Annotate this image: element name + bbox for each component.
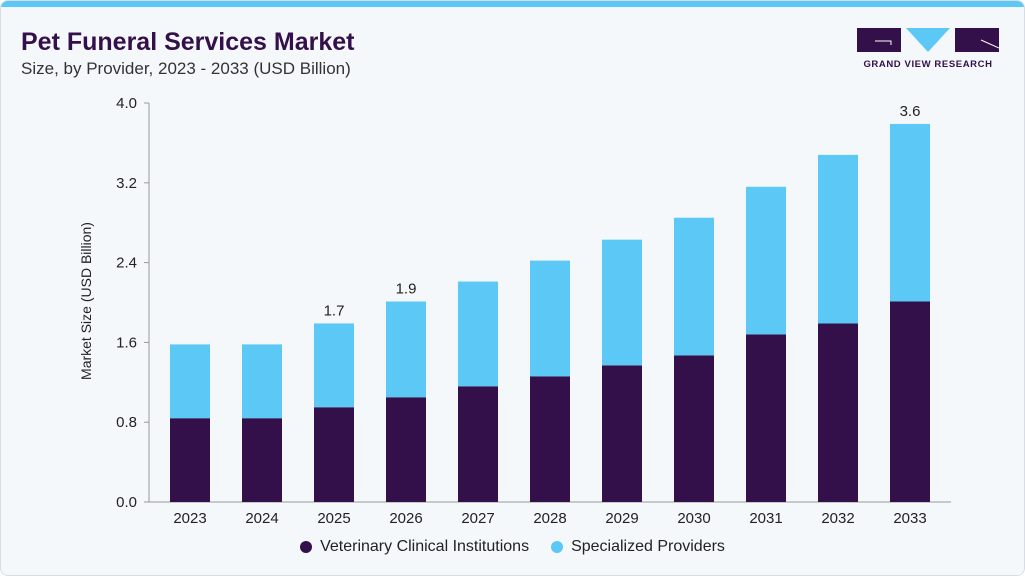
- grand-view-research-logo: GRAND VIEW RESEARCH: [857, 28, 1000, 73]
- bar-segment-2027-1: [458, 281, 498, 387]
- bar-segment-2025-1: [314, 323, 354, 408]
- y-tick-label: 4.0: [116, 95, 137, 112]
- data-label-2033: 3.6: [900, 103, 921, 120]
- x-tick-label: 2026: [389, 510, 422, 527]
- bar-segment-2032-0: [818, 323, 858, 502]
- bar-segment-2031-0: [746, 334, 786, 502]
- accent-bar: [1, 1, 1024, 7]
- chart-subtitle: Size, by Provider, 2023 - 2033 (USD Bill…: [21, 59, 351, 78]
- legend-item-specialized: Specialized Providers: [551, 538, 725, 556]
- y-tick-label: 1.6: [116, 334, 137, 351]
- y-axis-label: Market Size (USD Billion): [78, 222, 94, 380]
- y-tick-label: 0.8: [116, 414, 137, 431]
- legend-label: Specialized Providers: [571, 538, 725, 555]
- x-tick-label: 2024: [245, 510, 278, 527]
- legend-item-veterinary: Veterinary Clinical Institutions: [300, 538, 529, 556]
- x-tick-label: 2029: [605, 510, 638, 527]
- y-tick-label: 3.2: [116, 175, 137, 192]
- x-tick-label: 2031: [749, 510, 782, 527]
- bar-segment-2031-1: [746, 186, 786, 335]
- x-tick-label: 2033: [893, 510, 926, 527]
- bar-segment-2026-1: [386, 301, 426, 398]
- legend: Veterinary Clinical Institutions Special…: [1, 538, 1024, 556]
- bar-segment-2025-0: [314, 407, 354, 502]
- bar-segment-2027-0: [458, 386, 498, 502]
- bar-segment-2023-0: [170, 418, 210, 502]
- x-tick-label: 2027: [461, 510, 494, 527]
- bar-segment-2033-0: [890, 301, 930, 502]
- bar-segment-2028-0: [530, 376, 570, 502]
- bar-segment-2023-1: [170, 344, 210, 419]
- chart-title: Pet Funeral Services Market: [21, 28, 355, 56]
- legend-swatch: [551, 541, 564, 553]
- bar-segment-2026-0: [386, 397, 426, 502]
- logo-text: GRAND VIEW RESEARCH: [863, 59, 993, 70]
- bar-segment-2029-1: [602, 239, 642, 366]
- bar-segment-2029-0: [602, 365, 642, 502]
- legend-swatch: [300, 541, 313, 553]
- bar-segment-2028-1: [530, 260, 570, 377]
- x-tick-label: 2032: [821, 510, 854, 527]
- x-tick-label: 2028: [533, 510, 566, 527]
- logo-mark-icon: [857, 28, 1000, 52]
- data-label-2026: 1.9: [396, 281, 417, 298]
- legend-label: Veterinary Clinical Institutions: [320, 538, 530, 555]
- bar-segment-2024-1: [242, 344, 282, 419]
- bar-segment-2033-1: [890, 123, 930, 302]
- y-tick-label: 0.0: [116, 494, 137, 511]
- bar-segment-2030-0: [674, 355, 714, 502]
- stacked-bar-chart: 0.0 0.8 1.6 2.4 3.2 4.0 2023 2024 2025 1.7 2026 1.9…: [78, 95, 951, 527]
- bar-segment-2024-0: [242, 418, 282, 502]
- bar-segment-2030-1: [674, 217, 714, 356]
- bar-segment-2032-1: [818, 154, 858, 324]
- x-tick-label: 2023: [173, 510, 206, 527]
- x-tick-label: 2025: [317, 510, 350, 527]
- data-label-2025: 1.7: [324, 302, 345, 319]
- x-tick-label: 2030: [677, 510, 710, 527]
- y-tick-label: 2.4: [116, 255, 137, 272]
